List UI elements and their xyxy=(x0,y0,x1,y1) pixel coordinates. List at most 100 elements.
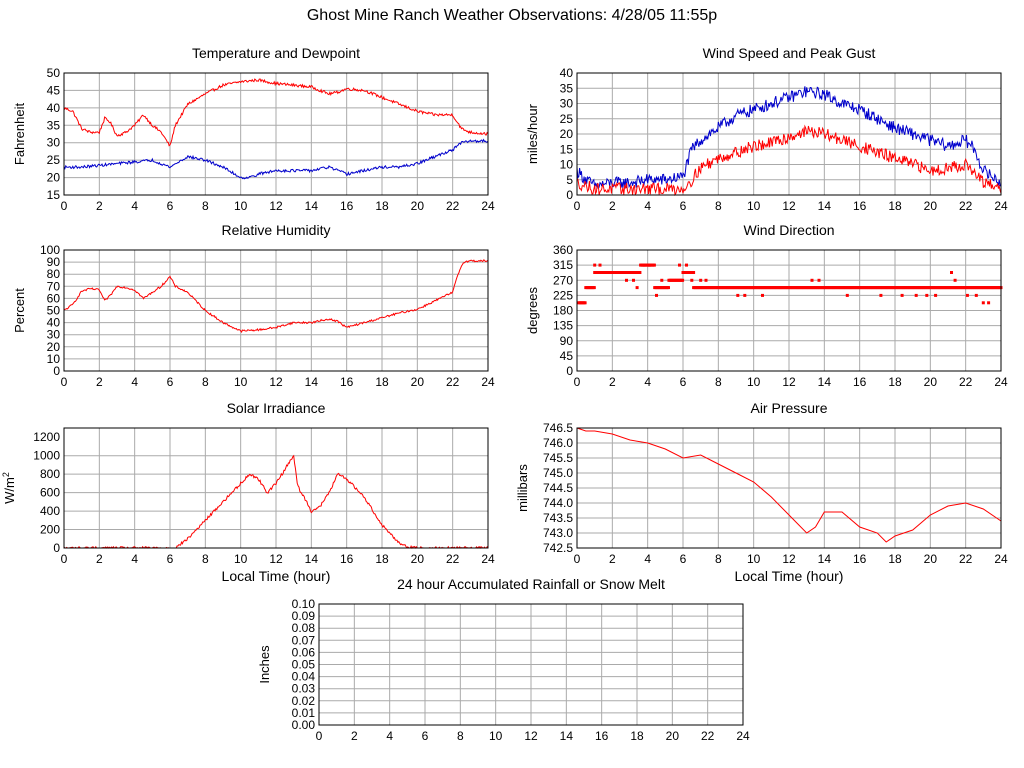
x-tick-label: 18 xyxy=(375,552,389,566)
y-tick-label: 0.05 xyxy=(292,658,316,672)
y-tick-label: 35 xyxy=(47,118,61,132)
direction-point xyxy=(810,278,814,282)
x-tick-label: 24 xyxy=(994,552,1008,566)
y-tick-label: 60 xyxy=(47,291,61,305)
x-tick-label: 8 xyxy=(202,199,209,213)
direction-point xyxy=(845,293,849,297)
y-tick-label: 742.5 xyxy=(543,541,573,555)
direction-point xyxy=(736,293,740,297)
direction-point xyxy=(652,263,656,267)
chart-rh: 0 2 4 6 8 10 12 14 16 18 20 22 240102030405060708090… xyxy=(12,222,495,389)
direction-point xyxy=(625,278,628,282)
x-tick-label: 14 xyxy=(305,552,319,566)
x-tick-label: 2 xyxy=(351,729,358,743)
direction-point xyxy=(598,263,602,267)
x-tick-label: 18 xyxy=(375,375,389,389)
y-tick-label: 15 xyxy=(47,188,61,202)
y-tick-label: 743.5 xyxy=(543,511,573,525)
y-tick-label: 80 xyxy=(47,267,61,281)
x-tick-label: 2 xyxy=(609,199,616,213)
y-tick-label: 20 xyxy=(560,127,574,141)
x-tick-label: 24 xyxy=(736,729,750,743)
plot-frame xyxy=(576,427,1002,549)
y-tick-label: 746.0 xyxy=(543,436,573,450)
direction-point xyxy=(925,293,929,297)
y-tick-label: 20 xyxy=(47,340,61,354)
x-tick-label: 4 xyxy=(386,729,393,743)
x-tick-label: 18 xyxy=(630,729,644,743)
chart-temp: 0 2 4 6 8 10 12 14 16 18 20 22 241520253035404550Tem… xyxy=(12,45,495,213)
x-tick-label: 12 xyxy=(269,199,283,213)
x-tick-label: 10 xyxy=(234,552,248,566)
x-tick-label: 22 xyxy=(446,552,460,566)
y-tick-label: 40 xyxy=(47,101,61,115)
direction-point xyxy=(635,286,639,290)
direction-point xyxy=(593,263,597,267)
y-tick-label: 0.07 xyxy=(292,633,316,647)
direction-point xyxy=(704,278,708,282)
x-tick-label: 12 xyxy=(269,375,283,389)
x-tick-label: 20 xyxy=(666,729,680,743)
y-tick-label: 1200 xyxy=(33,430,60,444)
y-tick-label: 745.5 xyxy=(543,451,573,465)
x-tick-label: 6 xyxy=(167,375,174,389)
x-tick-label: 2 xyxy=(609,552,616,566)
y-tick-label: 30 xyxy=(47,136,61,150)
x-tick-label: 8 xyxy=(715,552,722,566)
y-tick-label: 50 xyxy=(47,304,61,318)
direction-point xyxy=(965,293,969,297)
x-tick-label: 0 xyxy=(61,552,68,566)
plot-frame xyxy=(576,249,1002,372)
y-tick-label: 0.03 xyxy=(292,682,316,696)
y-tick-label: 0 xyxy=(53,541,60,555)
y-tick-label: 100 xyxy=(40,243,60,257)
x-tick-label: 20 xyxy=(924,199,938,213)
x-tick-label: 18 xyxy=(888,375,902,389)
y-tick-label: 25 xyxy=(47,153,61,167)
x-tick-label: 24 xyxy=(994,375,1008,389)
y-tick-label: 0.06 xyxy=(292,645,316,659)
chart-wdir: 0 2 4 6 8 10 12 14 16 18 20 22 240459013518022527031… xyxy=(525,222,1008,389)
y-tick-label: 40 xyxy=(47,316,61,330)
x-tick-label: 16 xyxy=(853,552,867,566)
x-tick-label: 8 xyxy=(202,552,209,566)
y-tick-label: 135 xyxy=(553,319,573,333)
x-tick-label: 6 xyxy=(680,375,687,389)
direction-point xyxy=(592,286,596,290)
direction-point xyxy=(681,278,685,282)
series-line xyxy=(63,138,489,180)
x-tick-label: 16 xyxy=(340,199,354,213)
chart-title: Relative Humidity xyxy=(222,222,331,238)
y-tick-label: 90 xyxy=(560,334,574,348)
y-axis-label: Inches xyxy=(257,645,272,684)
y-tick-label: 10 xyxy=(47,352,61,366)
x-tick-label: 4 xyxy=(644,375,651,389)
x-tick-label: 12 xyxy=(782,199,796,213)
plot-frame xyxy=(63,249,489,372)
chart-title: Air Pressure xyxy=(750,400,827,416)
x-tick-label: 24 xyxy=(994,199,1008,213)
x-tick-label: 6 xyxy=(680,199,687,213)
x-tick-label: 24 xyxy=(481,552,495,566)
x-tick-label: 14 xyxy=(818,552,832,566)
x-axis-label: Local Time (hour) xyxy=(735,568,844,584)
y-tick-label: 743.0 xyxy=(543,526,573,540)
x-tick-label: 24 xyxy=(481,375,495,389)
direction-point xyxy=(950,271,953,274)
y-tick-label: 0.04 xyxy=(292,670,316,684)
direction-point xyxy=(655,293,658,297)
x-tick-label: 0 xyxy=(316,729,323,743)
y-tick-label: 25 xyxy=(560,112,574,126)
x-tick-label: 22 xyxy=(446,375,460,389)
y-tick-label: 0.02 xyxy=(292,694,316,708)
y-axis-label: Percent xyxy=(12,288,27,333)
x-tick-label: 22 xyxy=(959,552,973,566)
x-tick-label: 16 xyxy=(853,199,867,213)
y-tick-label: 0 xyxy=(566,188,573,202)
y-tick-label: 600 xyxy=(40,486,60,500)
x-tick-label: 20 xyxy=(411,552,425,566)
y-tick-label: 400 xyxy=(40,504,60,518)
y-tick-label: 0.00 xyxy=(292,718,316,732)
x-tick-label: 2 xyxy=(609,375,616,389)
x-tick-label: 16 xyxy=(853,375,867,389)
